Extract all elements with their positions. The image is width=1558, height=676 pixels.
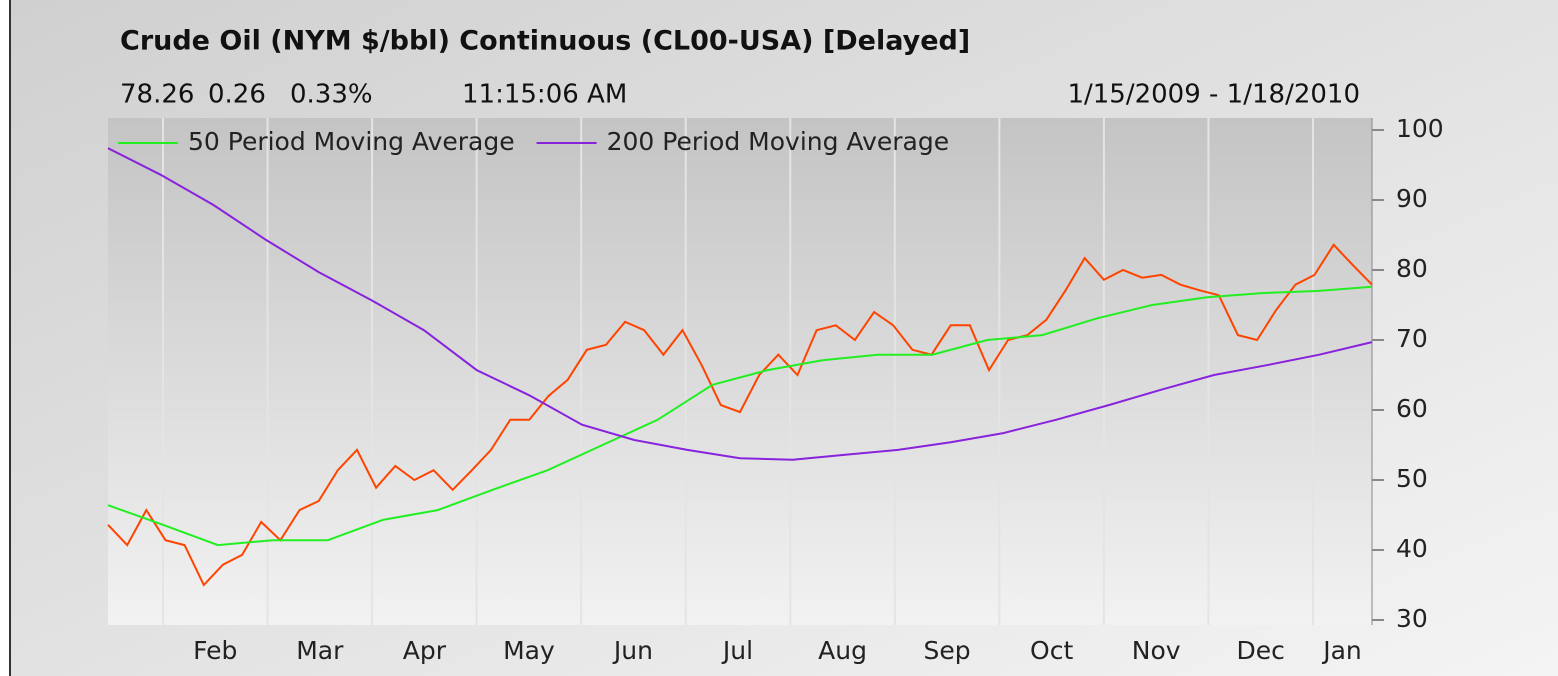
plot-area xyxy=(108,118,1372,625)
change-percent: 0.33% xyxy=(290,80,373,110)
x-tick-label: Jun xyxy=(612,636,653,665)
chart-title: Crude Oil (NYM $/bbl) Continuous (CL00-U… xyxy=(120,26,970,57)
series-line xyxy=(107,243,1373,587)
y-tick-label: 50 xyxy=(1396,464,1428,493)
y-tick-label: 70 xyxy=(1396,324,1428,353)
x-tick-label: Oct xyxy=(1030,636,1073,665)
y-tick-label: 100 xyxy=(1396,114,1444,143)
x-tick-label: May xyxy=(503,636,555,665)
y-tick-label: 80 xyxy=(1396,254,1428,283)
x-tick-label: Jan xyxy=(1321,636,1362,665)
y-tick-label: 60 xyxy=(1396,394,1428,423)
last-price: 78.26 xyxy=(120,80,194,110)
change: 0.26 xyxy=(208,80,266,110)
x-tick-label: Dec xyxy=(1237,636,1285,665)
legend-label: 200 Period Moving Average xyxy=(607,127,950,156)
x-tick-label: Nov xyxy=(1132,636,1181,665)
x-tick-label: Apr xyxy=(403,636,447,665)
x-tick-label: Jul xyxy=(721,636,753,665)
x-tick-label: Mar xyxy=(296,636,344,665)
series-line xyxy=(107,285,1373,547)
x-tick-label: Sep xyxy=(924,636,971,665)
series-line xyxy=(107,147,1373,461)
x-tick-label: Aug xyxy=(818,636,867,665)
x-tick-label: Feb xyxy=(193,636,237,665)
legend-label: 50 Period Moving Average xyxy=(188,127,515,156)
time: 11:15:06 AM xyxy=(462,80,627,110)
y-tick-label: 90 xyxy=(1396,184,1428,213)
y-tick-label: 40 xyxy=(1396,534,1428,563)
date-range: 1/15/2009 - 1/18/2010 xyxy=(1067,80,1360,110)
y-tick-label: 30 xyxy=(1396,604,1428,633)
